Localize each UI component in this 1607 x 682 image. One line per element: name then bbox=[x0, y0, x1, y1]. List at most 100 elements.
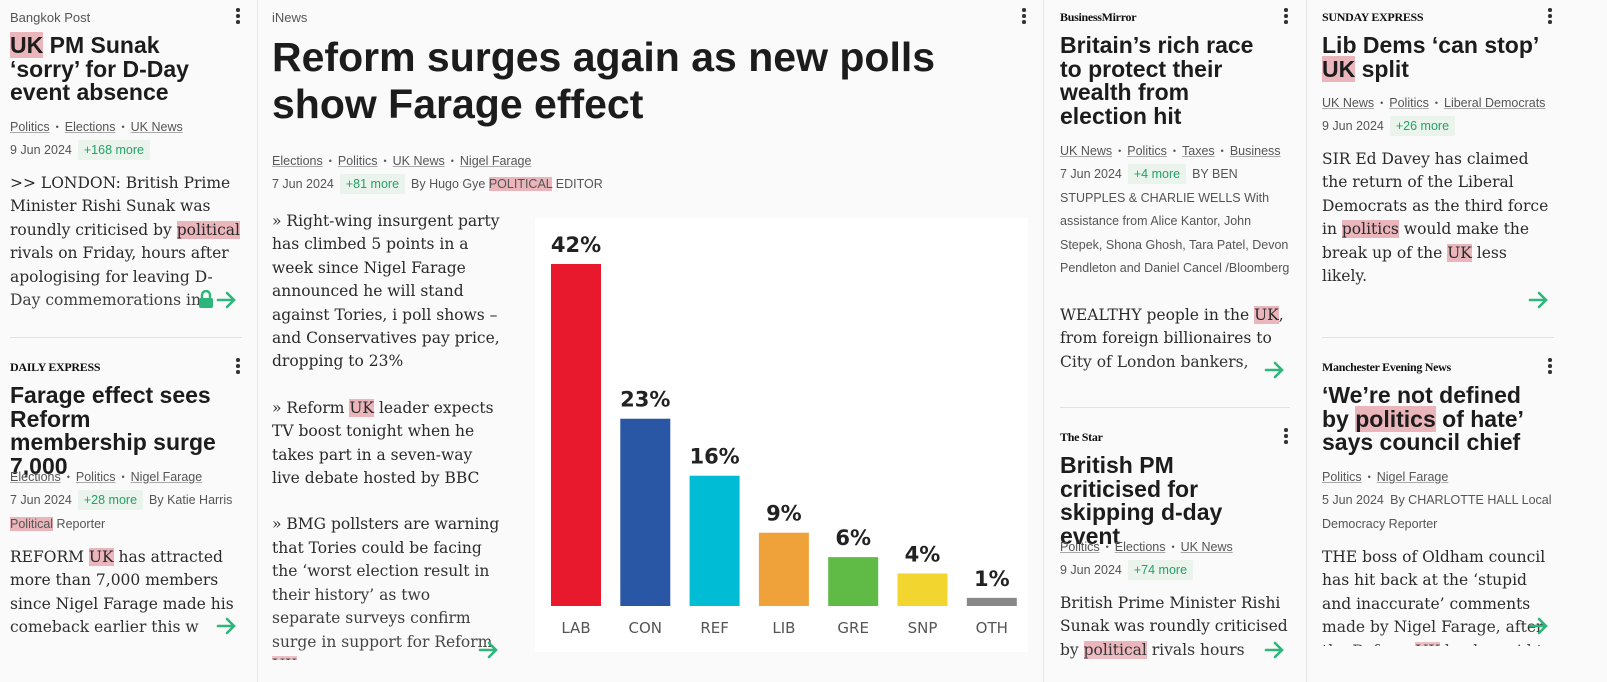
date: 7 Jun 2024 bbox=[10, 493, 72, 508]
tag[interactable]: Politics bbox=[1060, 540, 1100, 554]
tag[interactable]: Politics bbox=[1127, 144, 1167, 158]
tag-row: Politics • Nigel Farage bbox=[1322, 466, 1554, 489]
column-divider bbox=[257, 0, 258, 682]
headline[interactable]: British PM criticised for skipping d-day… bbox=[1060, 453, 1280, 548]
open-arrow[interactable] bbox=[478, 640, 500, 660]
byline: BY BEN STUPPLES & CHARLIE WELLS With ass… bbox=[1060, 167, 1289, 275]
menu-dot bbox=[236, 20, 240, 24]
article-card[interactable]: The Star British PM criticised for skippi… bbox=[1060, 420, 1290, 682]
info-row: 9 Jun 2024 +26 more bbox=[1322, 115, 1554, 138]
tag[interactable]: UK News bbox=[1180, 540, 1233, 554]
separator: • bbox=[121, 122, 125, 132]
value-label: 16% bbox=[689, 445, 739, 469]
more-menu[interactable] bbox=[1284, 8, 1288, 26]
more-menu[interactable] bbox=[236, 8, 240, 26]
open-arrow[interactable] bbox=[1264, 360, 1286, 380]
value-label: 42% bbox=[551, 233, 601, 257]
article-card[interactable]: BusinessMirror Britain’s rich race to pro… bbox=[1060, 0, 1290, 408]
lock-body bbox=[199, 298, 213, 308]
tag[interactable]: Elections bbox=[272, 154, 323, 168]
bar bbox=[620, 418, 671, 606]
tag[interactable]: Politics bbox=[1322, 470, 1362, 484]
text-run: Farage effect sees Reform membership sur… bbox=[10, 382, 216, 479]
more-tags[interactable]: +4 more bbox=[1127, 164, 1187, 185]
more-menu[interactable] bbox=[1548, 8, 1552, 26]
text-run: Britain’s rich race to protect their wea… bbox=[1060, 32, 1254, 129]
open-arrow[interactable] bbox=[216, 616, 238, 636]
date: 9 Jun 2024 bbox=[1060, 563, 1122, 578]
tag[interactable]: Nigel Farage bbox=[130, 470, 203, 484]
tag[interactable]: Taxes bbox=[1182, 144, 1215, 158]
bar bbox=[689, 475, 740, 606]
menu-dot bbox=[1022, 14, 1026, 18]
menu-dot bbox=[1548, 8, 1552, 12]
more-tags[interactable]: +26 more bbox=[1389, 116, 1456, 137]
source-name: iNews bbox=[272, 10, 308, 25]
open-arrow[interactable] bbox=[216, 290, 238, 310]
tag[interactable]: UK News bbox=[1322, 96, 1375, 110]
headline[interactable]: ‘We’re not defined by politics of hate’ … bbox=[1322, 383, 1544, 455]
headline[interactable]: Lib Dems ‘can stop’ UK split bbox=[1322, 32, 1544, 82]
highlight: politics bbox=[1341, 220, 1399, 239]
paragraph: » Right-wing insurgent party has climbed… bbox=[272, 210, 502, 374]
separator: • bbox=[328, 156, 332, 166]
menu-dot bbox=[236, 8, 240, 12]
more-tags[interactable]: +28 more bbox=[77, 490, 144, 511]
more-tags[interactable]: +81 more bbox=[339, 174, 406, 195]
more-menu[interactable] bbox=[1284, 428, 1288, 446]
article-card[interactable]: SUNDAY EXPRESS Lib Dems ‘can stop’ UK spl… bbox=[1322, 0, 1554, 338]
tag[interactable]: Liberal Democrats bbox=[1444, 96, 1546, 110]
lock-shackle bbox=[200, 290, 212, 298]
category-label: OTH bbox=[976, 619, 1008, 637]
highlight: UK bbox=[88, 548, 114, 566]
open-arrow[interactable] bbox=[1264, 640, 1286, 660]
meta: Politics • Elections • UK News 9 Jun 2024 +168… bbox=[10, 116, 242, 163]
headline[interactable]: UK PM Sunak ‘sorry’ for D-Day event abse… bbox=[10, 32, 232, 105]
article-card[interactable]: Manchester Evening News ‘We’re not define… bbox=[1322, 350, 1554, 682]
paragraph: THE boss of Oldham council has hit back … bbox=[1322, 546, 1554, 646]
tag[interactable]: UK News bbox=[1060, 144, 1113, 158]
value-label: 23% bbox=[620, 388, 670, 412]
tag[interactable]: Elections bbox=[10, 470, 61, 484]
text-run: Lib Dems ‘can stop’ bbox=[1322, 32, 1538, 58]
column-divider bbox=[1043, 0, 1044, 682]
paragraph: SIR Ed Davey has claimed the return of t… bbox=[1322, 148, 1554, 288]
more-tags[interactable]: +74 more bbox=[1127, 560, 1194, 581]
more-menu[interactable] bbox=[1022, 8, 1026, 26]
more-menu[interactable] bbox=[236, 358, 240, 376]
article-card[interactable]: DAILY EXPRESS Farage effect sees Reform m… bbox=[10, 350, 242, 682]
text-run: BY BEN STUPPLES & CHARLIE WELLS With ass… bbox=[1060, 167, 1290, 276]
more-tags[interactable]: +168 more bbox=[77, 140, 150, 161]
arrow-icon bbox=[216, 291, 236, 309]
bar-chart: 42% LAB 23% CON 16% REF 9% LIB 6% GRE 4% SNP 1% OTH bbox=[551, 233, 1017, 637]
open-arrow[interactable] bbox=[1528, 290, 1550, 310]
headline[interactable]: Reform surges again as new polls show Fa… bbox=[272, 34, 1028, 128]
tag[interactable]: Politics bbox=[337, 154, 378, 168]
tag[interactable]: Politics bbox=[75, 470, 116, 484]
tag[interactable]: Politics bbox=[10, 120, 50, 134]
tag[interactable]: Elections bbox=[1114, 540, 1166, 554]
article-card[interactable]: iNews Reform surges again as new polls sh… bbox=[272, 0, 1028, 682]
tag[interactable]: Elections bbox=[64, 120, 116, 134]
date: 7 Jun 2024 bbox=[1060, 167, 1122, 182]
text-run: EDITOR bbox=[552, 177, 603, 192]
open-arrow[interactable] bbox=[1528, 616, 1550, 636]
separator: • bbox=[1367, 472, 1371, 482]
text-run: of hate’ says council chief bbox=[1322, 405, 1523, 455]
arrow-icon bbox=[216, 617, 236, 635]
article-card[interactable]: Bangkok Post UK PM Sunak ‘sorry’ for D-Da… bbox=[10, 0, 242, 338]
tag[interactable]: UK News bbox=[392, 154, 445, 168]
value-label: 4% bbox=[905, 542, 941, 566]
more-menu[interactable] bbox=[1548, 358, 1552, 376]
article-body: SIR Ed Davey has claimed the return of t… bbox=[1322, 148, 1554, 313]
tag[interactable]: Nigel Farage bbox=[459, 154, 532, 168]
tag[interactable]: Nigel Farage bbox=[1376, 470, 1449, 484]
headline[interactable]: Britain’s rich race to protect their wea… bbox=[1060, 32, 1280, 129]
tag[interactable]: Politics bbox=[1389, 96, 1429, 110]
headline[interactable]: Farage effect sees Reform membership sur… bbox=[10, 382, 232, 479]
menu-dot bbox=[1284, 428, 1288, 432]
tag[interactable]: Business bbox=[1229, 144, 1281, 158]
highlight: POLITICAL bbox=[488, 177, 553, 192]
meta: UK News • Politics • Liberal Democrats 9 Jun … bbox=[1322, 92, 1554, 139]
tag[interactable]: UK News bbox=[130, 120, 183, 134]
